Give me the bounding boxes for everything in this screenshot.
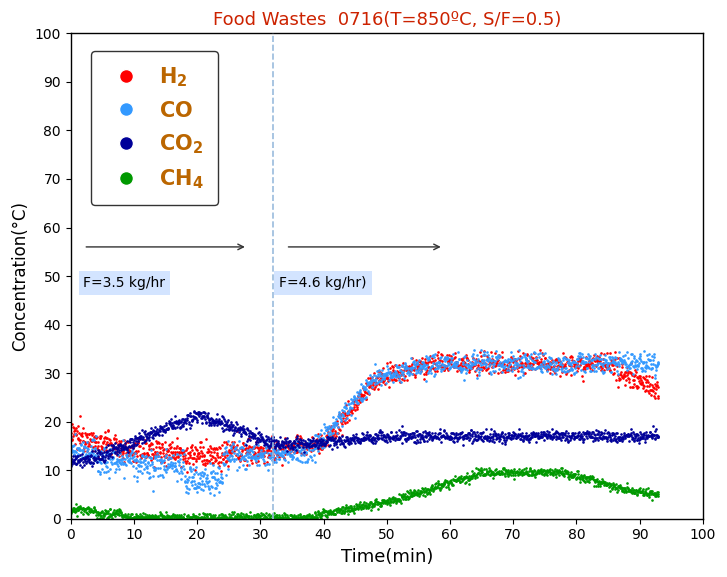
X-axis label: Time(min): Time(min) — [340, 548, 433, 566]
Title: Food Wastes  0716(T=850ºC, S/F=0.5): Food Wastes 0716(T=850ºC, S/F=0.5) — [212, 11, 561, 29]
Legend: $\mathbf{H_2}$, $\mathbf{CO}$, $\mathbf{CO_2}$, $\mathbf{CH_4}$: $\mathbf{H_2}$, $\mathbf{CO}$, $\mathbf{… — [91, 51, 219, 205]
Text: F=4.6 kg/hr): F=4.6 kg/hr) — [279, 276, 367, 290]
Text: F=3.5 kg/hr: F=3.5 kg/hr — [84, 276, 166, 290]
Y-axis label: Concentration(°C): Concentration(°C) — [11, 201, 29, 351]
